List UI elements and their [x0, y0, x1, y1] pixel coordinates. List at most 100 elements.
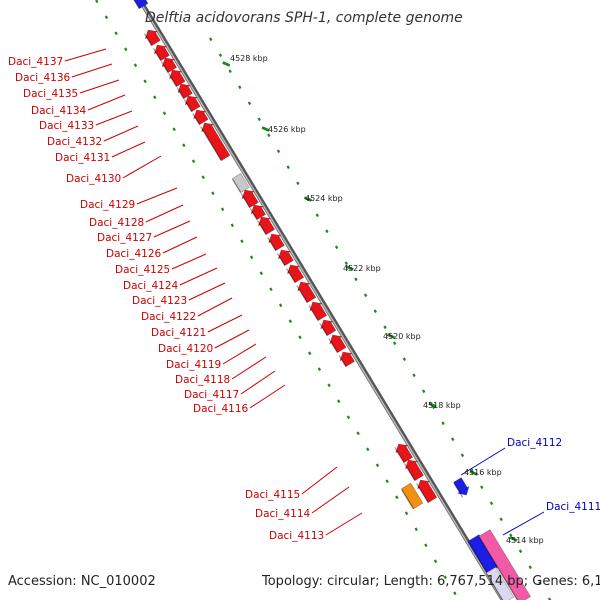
gene-label[interactable]: Daci_4133: [39, 120, 94, 132]
ruler-label: 4520 kbp: [383, 332, 421, 341]
leader-line: [95, 110, 133, 126]
outer-tick-line-tick: [354, 277, 358, 282]
outer-tick-line-tick: [344, 261, 348, 266]
leader-line: [301, 466, 338, 495]
gene-feature[interactable]: [284, 261, 305, 284]
gene-feature[interactable]: [191, 106, 210, 126]
gene-label[interactable]: Daci_4116: [193, 403, 249, 415]
inner-tick-line-tick: [249, 255, 254, 260]
inner-tick-line-tick: [133, 63, 138, 68]
gene-feature[interactable]: [239, 186, 260, 209]
outer-tick-line-tick: [373, 309, 378, 314]
major-tick: [261, 126, 270, 132]
leader-line: [207, 314, 243, 333]
gene-feature[interactable]: [198, 119, 231, 162]
gene-label[interactable]: Daci_4120: [158, 343, 213, 355]
inner-tick-line-tick: [114, 31, 118, 36]
gene-label[interactable]: Daci_4125: [115, 264, 170, 276]
outer-tick-line-tick: [276, 149, 281, 154]
gene-label[interactable]: Daci_4112: [507, 437, 562, 449]
gene-feature-grey[interactable]: [231, 172, 250, 194]
outer-tick-line-tick: [296, 181, 300, 186]
inner-tick-line-tick: [104, 15, 109, 20]
gene-feature[interactable]: [151, 41, 171, 62]
major-tick: [303, 196, 312, 202]
inner-tick-line-tick: [453, 591, 457, 596]
gene-feature[interactable]: [295, 278, 318, 304]
gene-feature-pink[interactable]: [478, 529, 531, 600]
inner-tick-line-tick: [220, 207, 225, 212]
leader-line: [197, 297, 233, 317]
gene-label[interactable]: Daci_4113: [269, 530, 324, 542]
outer-tick-line-tick: [528, 565, 532, 570]
gene-label[interactable]: Daci_4127: [97, 232, 152, 244]
gene-label[interactable]: Daci_4137: [8, 56, 63, 68]
gene-label[interactable]: Daci_4118: [175, 374, 230, 386]
gene-label[interactable]: Daci_4126: [106, 248, 162, 260]
gene-label[interactable]: Daci_4136: [15, 72, 71, 84]
outer-tick-line-tick: [267, 133, 271, 138]
genome-backbone-highlight: [138, 0, 503, 600]
gene-feature[interactable]: [159, 54, 178, 74]
gene-feature[interactable]: [248, 201, 267, 221]
gene-feature-orange[interactable]: [400, 482, 424, 510]
gene-label[interactable]: Daci_4134: [31, 105, 87, 117]
gene-feature[interactable]: [414, 476, 438, 504]
gene-feature[interactable]: [307, 298, 329, 322]
gene-feature-blue[interactable]: [131, 0, 149, 10]
gene-feature[interactable]: [255, 213, 276, 236]
gene-feature[interactable]: [337, 348, 356, 368]
gene-feature[interactable]: [275, 246, 295, 267]
gene-feature[interactable]: [318, 316, 338, 337]
gene-label[interactable]: Daci_4123: [132, 295, 187, 307]
outer-tick-line-tick: [422, 389, 426, 394]
gene-label[interactable]: Daci_4114: [255, 508, 311, 520]
inner-tick-line-tick: [259, 271, 264, 276]
ruler-label: 4528 kbp: [230, 54, 268, 63]
leader-line: [64, 48, 107, 62]
outer-tick-line-tick: [451, 437, 455, 442]
outer-tick-line-tick: [412, 373, 416, 378]
leader-line: [87, 94, 126, 111]
inner-tick-line-tick: [172, 127, 176, 132]
ruler-labels: 4528 kbp 4526 kbp 4524 kbp 4522 kbp 4520 kbp…: [230, 54, 544, 545]
gene-feature[interactable]: [402, 456, 425, 482]
gene-feature-pale[interactable]: [485, 566, 515, 600]
major-tick: [509, 536, 518, 542]
gene-feature[interactable]: [327, 331, 348, 354]
gene-label[interactable]: Daci_4128: [89, 217, 144, 229]
gene-feature[interactable]: [182, 92, 202, 113]
gene-label[interactable]: Daci_4119: [166, 359, 221, 371]
leader-line: [162, 236, 198, 254]
inner-tick-line-tick: [269, 287, 273, 292]
gene-label[interactable]: Daci_4124: [123, 280, 179, 292]
gene-label[interactable]: Daci_4135: [23, 88, 78, 100]
gene-feature[interactable]: [266, 230, 286, 252]
leader-line: [179, 267, 218, 286]
inner-tick-line-tick: [327, 383, 331, 388]
ruler-label: 4524 kbp: [305, 194, 343, 203]
gene-label[interactable]: Daci_4122: [141, 311, 196, 323]
gene-label[interactable]: Daci_4111: [546, 501, 600, 513]
gene-label[interactable]: Daci_4131: [55, 152, 110, 164]
outer-tick-line-tick: [363, 293, 368, 298]
gene-label[interactable]: Daci_4132: [47, 136, 102, 148]
outer-tick-line-tick: [286, 165, 290, 170]
gene-feature[interactable]: [393, 440, 415, 464]
leader-line: [231, 356, 267, 380]
outer-tick-line-tick: [460, 453, 465, 458]
ruler-label: 4522 kbp: [343, 264, 381, 273]
gene-label[interactable]: Daci_4121: [151, 327, 206, 339]
gene-label[interactable]: Daci_4117: [184, 389, 239, 401]
gene-feature[interactable]: [175, 80, 194, 100]
gene-label[interactable]: Daci_4130: [66, 173, 121, 185]
ruler-label: 4516 kbp: [464, 468, 502, 477]
gene-label[interactable]: Daci_4129: [80, 199, 135, 211]
label-leader-lines: [64, 48, 545, 536]
inner-tick-line-tick: [278, 303, 283, 308]
outer-tick-line-tick: [547, 597, 552, 600]
gene-feature[interactable]: [142, 26, 162, 47]
gene-feature-blue[interactable]: [452, 477, 472, 499]
gene-feature[interactable]: [166, 66, 186, 88]
gene-label[interactable]: Daci_4115: [245, 489, 300, 501]
